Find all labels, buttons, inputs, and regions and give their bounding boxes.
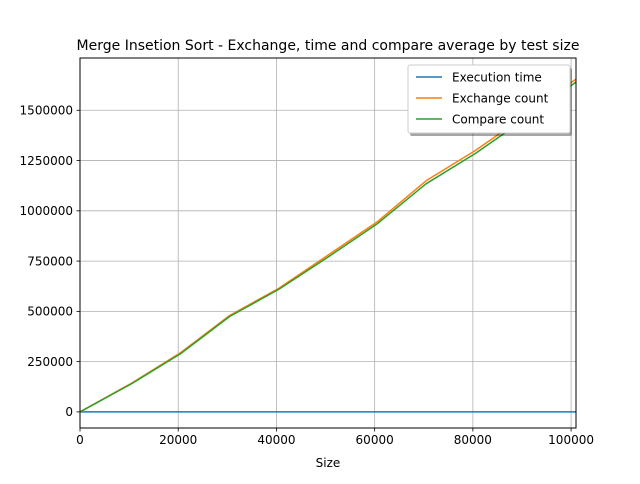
x-tick-label: 20000: [159, 433, 197, 447]
x-tick-label: 0: [76, 433, 84, 447]
x-tick-label: 100000: [548, 433, 594, 447]
chart-title: Merge Insetion Sort - Exchange, time and…: [77, 38, 580, 54]
y-tick-label: 0: [65, 405, 73, 419]
y-tick-label: 1500000: [20, 104, 73, 118]
x-axis-label: Size: [316, 456, 341, 470]
y-tick-label: 1000000: [20, 204, 73, 218]
y-tick-label: 750000: [27, 254, 73, 268]
legend-entry-execution-time: Execution time: [452, 70, 542, 84]
legend-entry-compare-count: Compare count: [452, 112, 544, 126]
x-tick-label: 80000: [454, 433, 492, 447]
x-tick-label: 40000: [257, 433, 295, 447]
y-tick-label: 1250000: [20, 154, 73, 168]
y-tick-label: 250000: [27, 355, 73, 369]
y-tick-label: 500000: [27, 305, 73, 319]
legend[interactable]: Execution time Exchange count Compare coun…: [408, 65, 572, 136]
x-tick-label: 60000: [356, 433, 394, 447]
legend-entry-exchange-count: Exchange count: [452, 91, 549, 105]
